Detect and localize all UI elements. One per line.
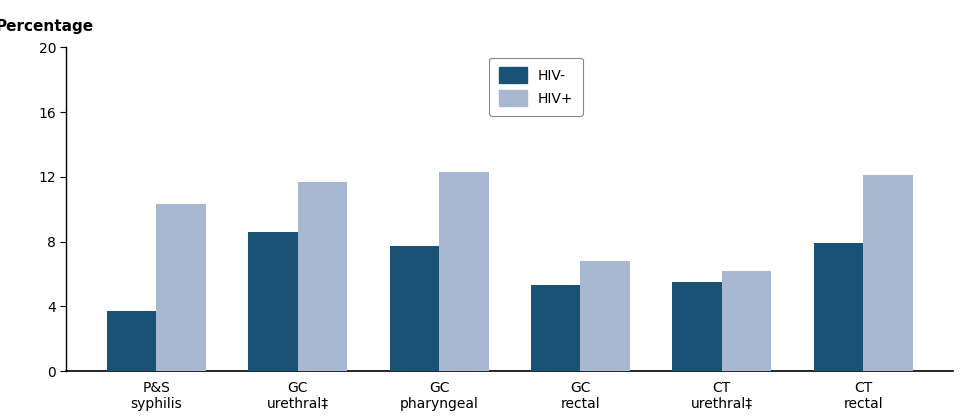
Bar [298, 182, 348, 371]
Bar [672, 282, 722, 371]
Legend: HIV-, HIV+: HIV-, HIV+ [490, 58, 584, 116]
Bar [107, 311, 156, 371]
Bar [863, 175, 913, 371]
Bar [581, 261, 630, 371]
Bar [249, 232, 298, 371]
Bar [814, 243, 863, 371]
Bar [531, 285, 581, 371]
Bar [722, 271, 771, 371]
Bar [156, 204, 205, 371]
Bar [439, 172, 489, 371]
Text: Percentage: Percentage [0, 19, 94, 34]
Bar [390, 247, 439, 371]
